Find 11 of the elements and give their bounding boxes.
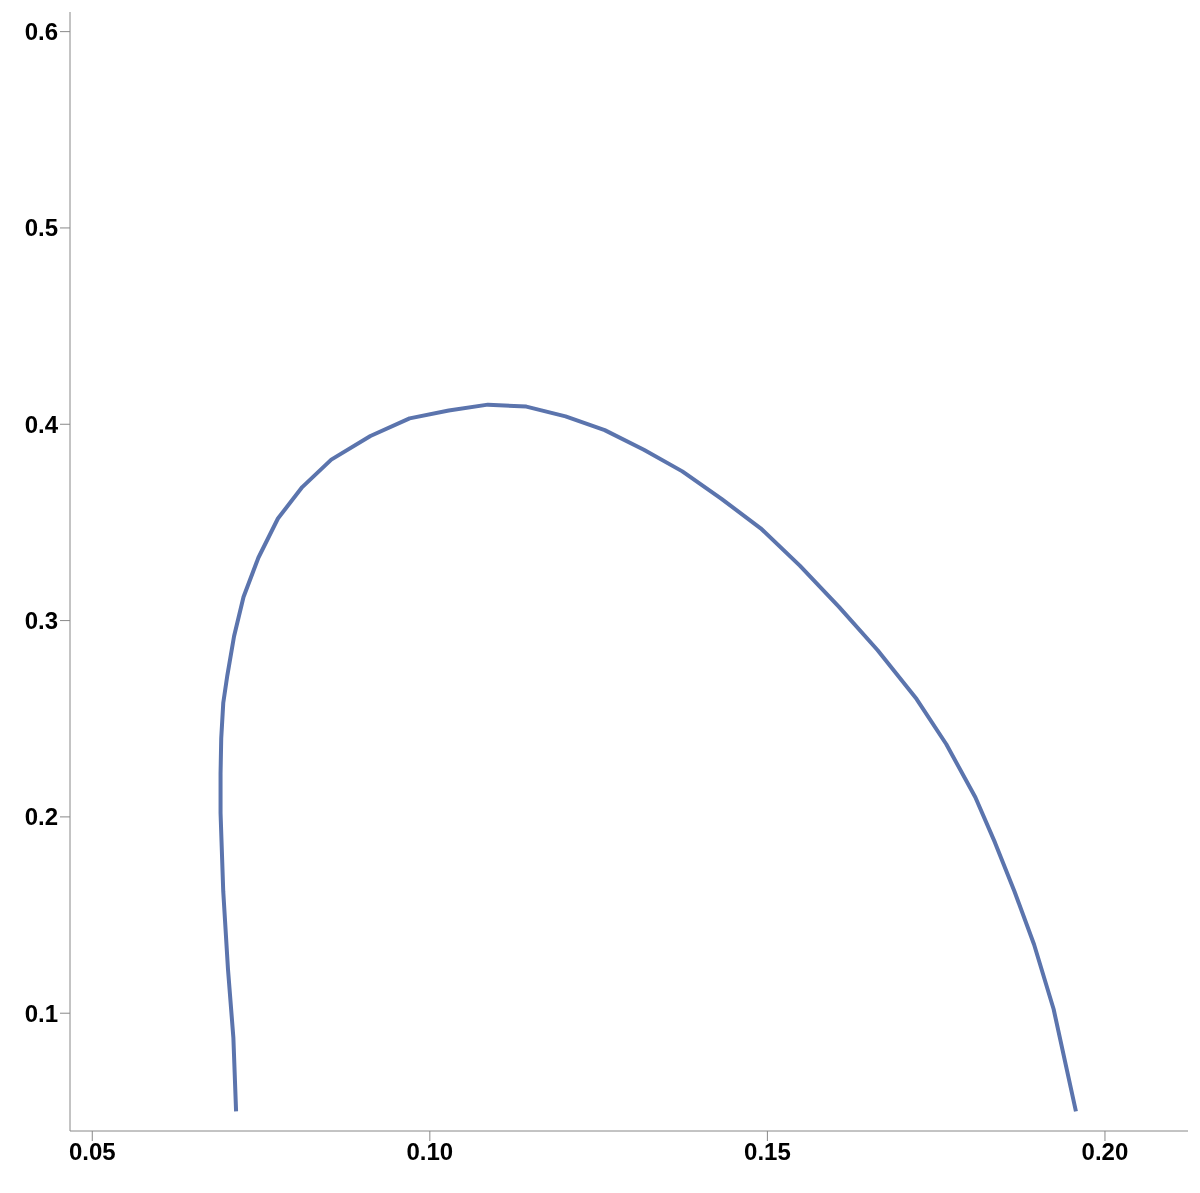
x-tick-label: 0.05 (68, 1138, 116, 1166)
x-tick-label: 0.15 (744, 1138, 791, 1166)
y-tick-label: 0.5 (24, 214, 58, 242)
y-tick-label: 0.1 (24, 999, 58, 1027)
y-tick-label: 0.6 (24, 18, 58, 46)
x-tick-label: 0.10 (406, 1138, 454, 1166)
y-tick-label: 0.4 (24, 410, 59, 438)
x-tick-label: 0.20 (1081, 1138, 1129, 1166)
y-tick-label: 0.3 (24, 607, 58, 635)
line-series (218, 402, 1078, 1114)
y-tick-label: 0.2 (24, 803, 58, 831)
